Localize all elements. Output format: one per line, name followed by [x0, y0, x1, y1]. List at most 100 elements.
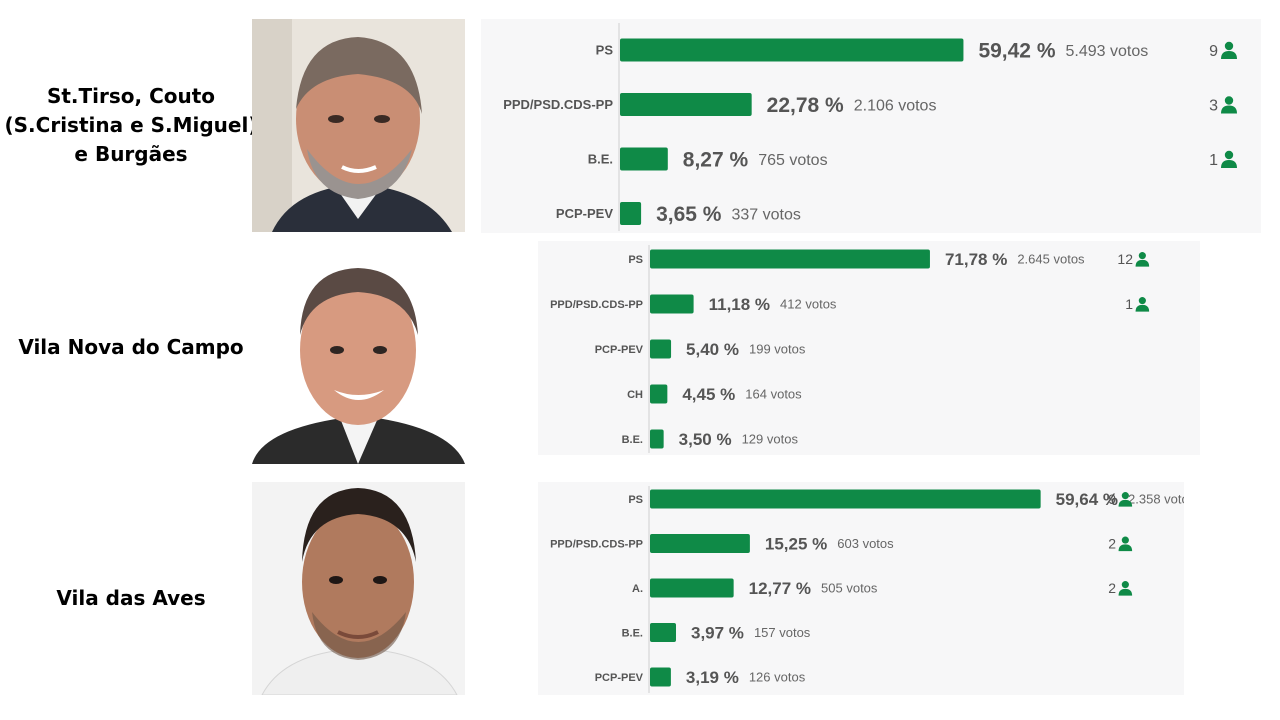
category-label: B.E.	[622, 627, 643, 639]
bar	[650, 578, 734, 598]
person-icon	[1221, 96, 1237, 114]
percent-label: 3,50 %	[679, 430, 732, 449]
bar-row: A. 12,77 % 505 votos 2	[632, 578, 1133, 598]
bar-row: PPD/PSD.CDS-PP 15,25 % 603 votos 2	[550, 534, 1133, 554]
category-label: B.E.	[588, 152, 613, 167]
category-label: A.	[632, 583, 643, 595]
bar	[650, 667, 671, 687]
candidate-photo-1	[252, 19, 465, 232]
bar	[650, 534, 750, 553]
category-label: PPD/PSD.CDS-PP	[503, 97, 613, 112]
bar	[620, 147, 668, 171]
bar	[650, 339, 672, 359]
seats-count: 1	[1125, 296, 1133, 312]
candidate-photo-2	[252, 250, 465, 464]
votes-label: 2.645 votos	[1017, 252, 1085, 267]
bar-row: PPD/PSD.CDS-PP 11,18 % 412 votos 1	[550, 294, 1150, 314]
region-label-1: St.Tirso, Couto (S.Cristina e S.Miguel) …	[0, 82, 262, 169]
votes-label: 126 votos	[749, 670, 806, 685]
category-label: PCP-PEV	[556, 206, 613, 221]
person-icon	[1118, 492, 1133, 507]
votes-label: 765 votos	[758, 152, 827, 169]
percent-label: 15,25 %	[765, 535, 827, 554]
seats-count: 3	[1209, 97, 1218, 114]
percent-label: 3,97 %	[691, 624, 744, 643]
category-label: PCP-PEV	[595, 344, 644, 356]
bar	[650, 429, 664, 449]
category-label: PS	[628, 494, 643, 506]
bar-row: PCP-PEV 5,40 % 199 votos	[595, 339, 806, 359]
seats-count: 2	[1108, 580, 1116, 596]
percent-label: 11,18 %	[709, 295, 770, 314]
category-label: B.E.	[622, 434, 643, 446]
bar	[650, 294, 694, 314]
percent-label: 8,27 %	[683, 149, 749, 172]
votes-label: 505 votos	[821, 581, 878, 596]
bar-row: PS 71,78 % 2.645 votos 12	[628, 249, 1150, 269]
region-label-3: Vila das Aves	[0, 584, 262, 613]
bar	[650, 489, 1041, 509]
bar-row: B.E. 3,50 % 129 votos	[622, 429, 799, 449]
percent-label: 22,78 %	[767, 94, 844, 117]
percent-label: 12,77 %	[749, 579, 811, 598]
votes-label: 129 votos	[742, 432, 799, 447]
percent-label: 71,78 %	[945, 250, 1007, 269]
bar-row: CH 4,45 % 164 votos	[627, 384, 802, 404]
votes-label: 337 votos	[731, 206, 800, 223]
category-label: CH	[627, 389, 643, 401]
bar-row: PCP-PEV 3,65 % 337 votos	[556, 202, 801, 226]
bar-row: B.E. 3,97 % 157 votos	[622, 623, 811, 643]
person-icon	[1135, 252, 1150, 267]
bar	[650, 623, 677, 642]
bar-row: PCP-PEV 3,19 % 126 votos	[595, 667, 806, 687]
percent-label: 3,19 %	[686, 668, 739, 687]
bar	[620, 38, 964, 62]
bar-row: PS 59,64 % 2.358 votos 9	[628, 489, 1184, 509]
votes-label: 164 votos	[745, 387, 802, 402]
percent-label: 59,42 %	[978, 40, 1055, 63]
percent-label: 4,45 %	[682, 385, 735, 404]
person-icon	[1135, 297, 1150, 312]
seats-count: 12	[1117, 251, 1133, 267]
bar	[650, 384, 668, 404]
votes-label: 2.358 votos	[1128, 492, 1184, 507]
votes-label: 603 votos	[837, 536, 894, 551]
percent-label: 3,65 %	[656, 203, 722, 226]
region-label-line: St.Tirso, Couto	[46, 84, 216, 108]
candidate-photo-3	[252, 482, 465, 695]
category-label: PS	[596, 43, 614, 58]
bar-row: PPD/PSD.CDS-PP 22,78 % 2.106 votos 3	[503, 93, 1237, 117]
person-icon	[1221, 150, 1237, 168]
chart-panel-1: PS 59,42 % 5.493 votos 9 PPD/PSD.CDS-PP 22,78…	[481, 19, 1261, 233]
category-label: PPD/PSD.CDS-PP	[550, 538, 643, 550]
region-label-2: Vila Nova do Campo	[0, 333, 262, 362]
bar	[650, 249, 930, 269]
percent-label: 5,40 %	[686, 340, 739, 359]
category-label: PCP-PEV	[595, 672, 644, 684]
person-icon	[1221, 41, 1237, 59]
chart-panel-2: PS 71,78 % 2.645 votos 12 PPD/PSD.CDS-PP 11,1…	[538, 241, 1200, 455]
votes-label: 199 votos	[749, 342, 806, 357]
seats-count: 9	[1209, 43, 1218, 60]
category-label: PS	[628, 254, 643, 266]
region-label-line: Vila das Aves	[56, 586, 206, 610]
chart-panel-3: PS 59,64 % 2.358 votos 9 PPD/PSD.CDS-PP 15,25…	[538, 482, 1184, 695]
seats-count: 2	[1108, 536, 1116, 552]
bar-row: B.E. 8,27 % 765 votos 1	[588, 147, 1237, 172]
votes-label: 2.106 votos	[854, 97, 937, 114]
bar	[620, 202, 642, 225]
region-label-line: Vila Nova do Campo	[18, 335, 244, 359]
seats-count: 1	[1209, 152, 1218, 169]
person-icon	[1118, 536, 1133, 552]
seats-count: 9	[1108, 491, 1116, 507]
votes-label: 5.493 votos	[1066, 43, 1149, 60]
category-label: PPD/PSD.CDS-PP	[550, 299, 643, 311]
votes-label: 412 votos	[780, 297, 837, 312]
bar	[620, 93, 752, 116]
percent-label: 59,64 %	[1056, 490, 1118, 509]
region-label-line: e Burgães	[74, 142, 188, 166]
person-icon	[1118, 581, 1133, 596]
bar-row: PS 59,42 % 5.493 votos 9	[596, 38, 1237, 63]
region-label-line: (S.Cristina e S.Miguel)	[4, 113, 258, 137]
votes-label: 157 votos	[754, 625, 811, 640]
